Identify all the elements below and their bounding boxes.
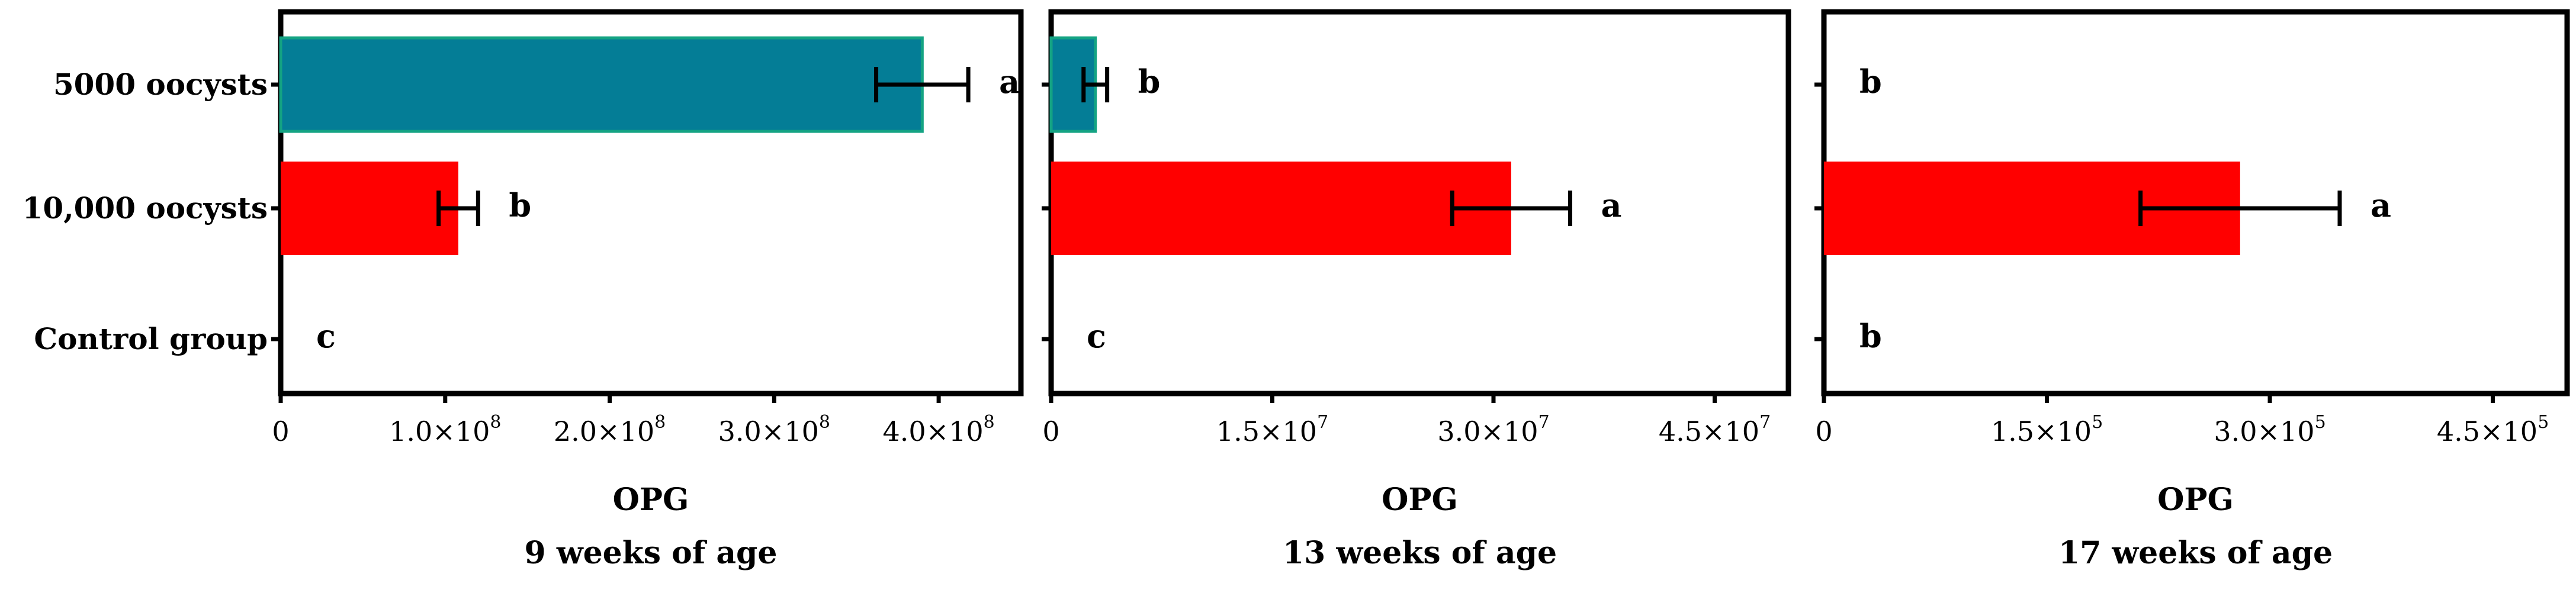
tick-exponent: 7 (1538, 412, 1550, 433)
tick-exponent: 8 (819, 412, 830, 433)
category-label: Control group (34, 321, 268, 356)
tick-mantissa: 4.0×10 (882, 415, 983, 447)
tick-mantissa: 3.0×10 (718, 415, 819, 447)
x-tick-label: 4.5×107 (1659, 412, 1771, 447)
x-tick-label: 0 (272, 415, 289, 447)
tick-mantissa: 1.5×10 (1991, 415, 2092, 447)
tick-exponent: 7 (1317, 412, 1328, 433)
significance-letter: b (1859, 63, 1882, 101)
significance-letter: c (1087, 317, 1106, 355)
x-tick-label: 3.0×105 (2214, 412, 2326, 447)
x-axis-title: OPG (613, 482, 689, 518)
category-label: 5000 oocysts (53, 67, 268, 102)
x-tick-label: 2.0×108 (554, 412, 666, 447)
x-tick-label: 3.0×107 (1437, 412, 1549, 447)
x-tick-label: 4.0×108 (882, 412, 994, 447)
significance-letter: a (1601, 186, 1621, 224)
category-label: 10,000 oocysts (23, 191, 268, 225)
significance-letter: b (1138, 63, 1161, 101)
x-tick-label: 3.0×108 (718, 412, 830, 447)
significance-letter: b (509, 186, 531, 224)
tick-mantissa: 2.0×10 (554, 415, 654, 447)
x-axis-subtitle: 9 weeks of age (525, 535, 778, 571)
tick-exponent: 5 (2092, 412, 2103, 433)
tick-exponent: 8 (654, 412, 666, 433)
x-tick-label: 0 (1815, 415, 1832, 447)
x-axis-title: OPG (1382, 482, 1458, 518)
bar (1051, 162, 1511, 255)
tick-mantissa: 4.5×10 (1659, 415, 1759, 447)
x-tick-label: 1.5×107 (1216, 412, 1328, 447)
tick-exponent: 5 (2538, 412, 2549, 433)
tick-exponent: 8 (984, 412, 995, 433)
x-tick-label: 1.5×105 (1991, 412, 2103, 447)
significance-letter: b (1859, 317, 1882, 355)
bar (281, 162, 458, 255)
significance-letter: a (2371, 186, 2391, 224)
tick-mantissa: 1.5×10 (1216, 415, 1317, 447)
tick-mantissa: 3.0×10 (2214, 415, 2314, 447)
panel-9-weeks: 5000 oocysts 10,000 oocysts Control group a… (23, 9, 1024, 571)
bar (279, 36, 924, 133)
x-tick-label: 1.0×108 (389, 412, 501, 447)
x-tick-label: 0 (1042, 415, 1059, 447)
x-axis-subtitle: 13 weeks of age (1283, 535, 1557, 571)
tick-exponent: 7 (1759, 412, 1771, 433)
x-axis-subtitle: 17 weeks of age (2058, 535, 2333, 571)
x-tick-label: 4.5×105 (2437, 412, 2549, 447)
significance-letter: a (999, 63, 1020, 101)
tick-mantissa: 4.5×10 (2437, 415, 2538, 447)
significance-letter: c (316, 317, 336, 355)
tick-exponent: 5 (2315, 412, 2326, 433)
tick-mantissa: 3.0×10 (1437, 415, 1538, 447)
x-axis-title: OPG (2157, 482, 2234, 518)
tick-mantissa: 1.0×10 (389, 415, 490, 447)
tick-exponent: 8 (490, 412, 501, 433)
